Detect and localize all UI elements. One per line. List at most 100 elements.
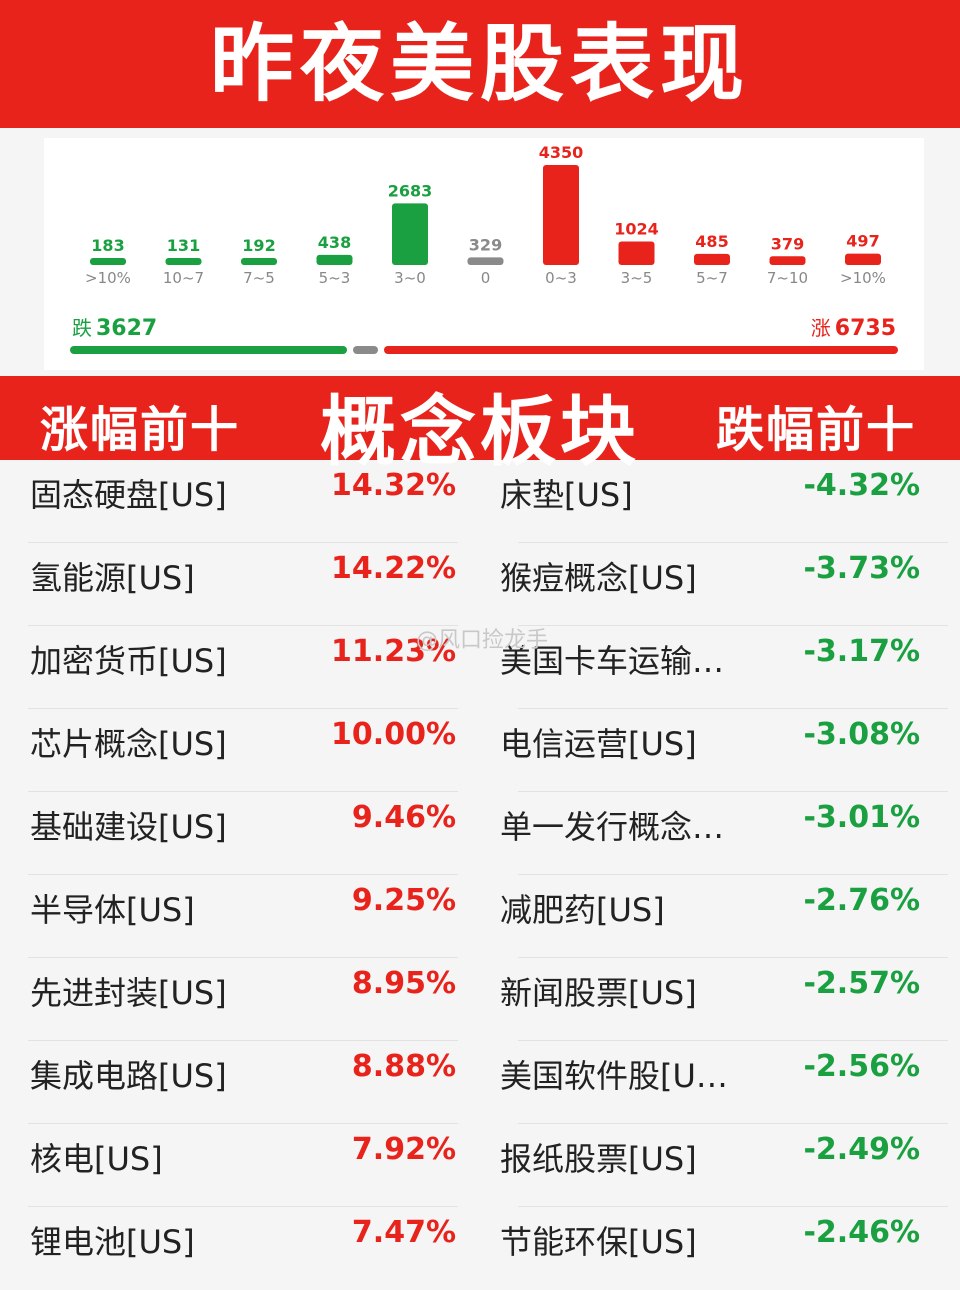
advancers-label: 涨 — [810, 316, 831, 340]
page-title: 昨夜美股表现 — [209, 15, 750, 113]
row-divider — [518, 1123, 948, 1124]
row-divider — [28, 625, 458, 626]
row-divider — [28, 1206, 458, 1207]
bar-value-label: 379 — [771, 234, 804, 253]
row-divider — [518, 542, 948, 543]
row-divider — [28, 957, 458, 958]
loser-row[interactable]: 新闻股票[US] -2.57% — [490, 958, 960, 1041]
decliners-summary: 跌 3627 — [72, 312, 157, 341]
sector-name: 报纸股票[US] — [500, 1140, 697, 1178]
row-divider — [28, 542, 458, 543]
sector-name: 电信运营[US] — [500, 725, 697, 763]
bar-9 — [769, 256, 806, 265]
gainer-row[interactable]: 半导体[US] 9.25% — [0, 875, 470, 958]
breadth-bar-up — [383, 346, 898, 354]
sector-name: 集成电路[US] — [30, 1057, 227, 1095]
row-divider — [518, 708, 948, 709]
breadth-bar-down — [70, 346, 347, 354]
bar-value-label: 4350 — [539, 143, 584, 162]
watermark: @风口捡龙手 — [416, 628, 549, 653]
bar-2 — [241, 258, 277, 265]
gainer-row[interactable]: 集成电路[US] 8.88% — [0, 1041, 470, 1124]
loser-row[interactable]: 节能环保[US] -2.46% — [490, 1207, 960, 1290]
sector-change: -2.46% — [803, 1215, 920, 1250]
row-divider — [518, 874, 948, 875]
loser-row[interactable]: 减肥药[US] -2.76% — [490, 875, 960, 958]
loser-row[interactable]: 美国软件股[U… -2.56% — [490, 1041, 960, 1124]
row-divider — [518, 1206, 948, 1207]
advancers-summary: 涨 6735 — [811, 312, 896, 341]
bar-category-label: 3~0 — [394, 269, 426, 287]
advancers-count: 6735 — [834, 316, 896, 341]
loser-row[interactable]: 猴痘概念[US] -3.73% — [490, 543, 960, 626]
sector-change: -2.49% — [803, 1132, 920, 1167]
sector-change: 7.47% — [351, 1215, 456, 1250]
sector-change: 14.32% — [331, 468, 456, 503]
bar-10 — [845, 253, 881, 265]
sector-change: -3.08% — [803, 717, 920, 752]
row-divider — [28, 1040, 458, 1041]
bar-category-label: 10~7 — [163, 269, 204, 287]
sector-change: -3.17% — [803, 634, 920, 669]
sector-change: 14.22% — [331, 551, 456, 586]
sector-change: 7.92% — [351, 1132, 456, 1167]
sector-change: 11.23% — [331, 634, 456, 669]
gainer-row[interactable]: 基础建设[US] 9.46% — [0, 792, 470, 875]
sector-name: 节能环保[US] — [500, 1223, 697, 1261]
bar-category-label: 7~10 — [767, 269, 808, 287]
bar-6 — [543, 165, 579, 265]
sector-name: 单一发行概念… — [500, 808, 725, 846]
bar-value-label: 497 — [846, 232, 879, 251]
row-divider — [28, 791, 458, 792]
sector-banner: 涨幅前十 概念板块 跌幅前十 — [0, 376, 960, 476]
sector-name: 固态硬盘[US] — [30, 476, 227, 514]
gainer-row[interactable]: 先进封装[US] 8.95% — [0, 958, 470, 1041]
row-divider — [518, 1040, 948, 1041]
loser-row[interactable]: 电信运营[US] -3.08% — [490, 709, 960, 792]
sector-name: 美国卡车运输… — [500, 642, 725, 680]
row-divider — [518, 791, 948, 792]
loser-row[interactable]: 单一发行概念… -3.01% — [490, 792, 960, 875]
sector-name: 减肥药[US] — [500, 891, 665, 929]
gainer-row[interactable]: 核电[US] 7.92% — [0, 1124, 470, 1207]
losers-list: 床垫[US] -4.32% 猴痘概念[US] -3.73% 美国卡车运输… -3.17… — [490, 460, 960, 1290]
sector-change: -2.56% — [803, 1049, 920, 1084]
decliners-label: 跌 — [72, 316, 92, 340]
bar-8 — [694, 253, 730, 265]
distribution-bar-chart: 183 >10% 131 10~7 192 7~5 438 5~3 2683 3~0 329 0 435… — [85, 143, 886, 287]
sector-change: 8.95% — [351, 966, 456, 1001]
sector-name: 床垫[US] — [500, 476, 633, 514]
bar-category-label: 0~3 — [545, 269, 577, 287]
gainer-row[interactable]: 固态硬盘[US] 14.32% — [0, 460, 470, 543]
bar-4 — [392, 203, 428, 265]
bar-category-label: 5~7 — [696, 269, 728, 287]
bar-7 — [618, 241, 655, 265]
sector-name: 氢能源[US] — [30, 559, 195, 597]
loser-row[interactable]: 美国卡车运输… -3.17% — [490, 626, 960, 709]
sector-change: -3.01% — [803, 800, 920, 835]
loser-row[interactable]: 报纸股票[US] -2.49% — [490, 1124, 960, 1207]
bar-value-label: 131 — [167, 236, 200, 255]
gainer-row[interactable]: 氢能源[US] 14.22% — [0, 543, 470, 626]
sector-name: 加密货币[US] — [30, 642, 227, 680]
bar-value-label: 2683 — [388, 181, 433, 200]
row-divider — [28, 708, 458, 709]
sector-title: 概念板块 — [320, 387, 640, 476]
loser-row[interactable]: 床垫[US] -4.32% — [490, 460, 960, 543]
gainer-row[interactable]: 加密货币[US] 11.23% — [0, 626, 470, 709]
bar-5 — [467, 257, 504, 265]
bar-1 — [165, 258, 202, 265]
bar-value-label: 192 — [242, 236, 275, 255]
gainer-row[interactable]: 芯片概念[US] 10.00% — [0, 709, 470, 792]
top-gainers-title: 涨幅前十 — [40, 402, 241, 458]
sector-name: 锂电池[US] — [30, 1223, 195, 1261]
sector-name: 先进封装[US] — [30, 974, 227, 1012]
bar-category-label: 5~3 — [319, 269, 351, 287]
gainers-list: 固态硬盘[US] 14.32% 氢能源[US] 14.22% 加密货币[US] 11.… — [0, 460, 470, 1290]
sector-name: 半导体[US] — [30, 891, 195, 929]
sector-change: 8.88% — [351, 1049, 456, 1084]
gainer-row[interactable]: 锂电池[US] 7.47% — [0, 1207, 470, 1290]
bar-category-label: 7~5 — [243, 269, 275, 287]
bar-category-label: 3~5 — [621, 269, 653, 287]
sector-name: 核电[US] — [30, 1140, 163, 1178]
